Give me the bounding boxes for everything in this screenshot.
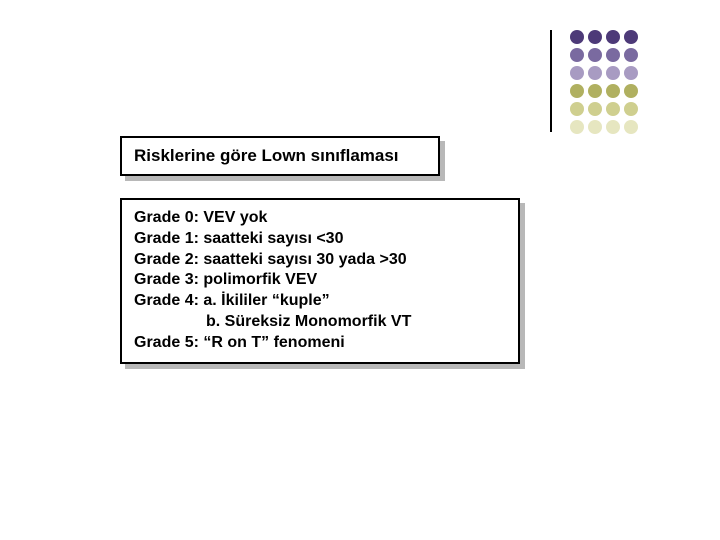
decor-dot (570, 30, 584, 44)
grade-line: Grade 0: VEV yok (134, 208, 506, 229)
decor-dot (588, 66, 602, 80)
title-box: Risklerine göre Lown sınıflaması (120, 136, 440, 176)
vertical-line (550, 30, 552, 132)
decor-dot (570, 120, 584, 134)
decor-dot (624, 84, 638, 98)
decor-dot (588, 120, 602, 134)
grade-line: b. Süreksiz Monomorfik VT (134, 312, 506, 333)
decor-dot (624, 120, 638, 134)
decor-dot (606, 84, 620, 98)
title-text: Risklerine göre Lown sınıflaması (134, 146, 399, 165)
decor-dot (570, 102, 584, 116)
decor-dot (624, 48, 638, 62)
decor-dot (588, 102, 602, 116)
decor-dot (588, 30, 602, 44)
grade-line: Grade 3: polimorfik VEV (134, 270, 506, 291)
grade-line: Grade 4: a. İkililer “kuple” (134, 291, 506, 312)
decor-dot (606, 102, 620, 116)
decor-dot (570, 48, 584, 62)
content-box: Grade 0: VEV yokGrade 1: saatteki sayısı… (120, 198, 520, 364)
grade-line: Grade 2: saatteki sayısı 30 yada >30 (134, 250, 506, 271)
decor-dot (570, 84, 584, 98)
grade-line: Grade 5: “R on T” fenomeni (134, 333, 506, 354)
decor-dot (624, 102, 638, 116)
decor-dot (624, 66, 638, 80)
decor-dot (570, 66, 584, 80)
decor-dot (588, 48, 602, 62)
dot-grid (570, 30, 638, 134)
decor-dot (606, 30, 620, 44)
grade-line: Grade 1: saatteki sayısı <30 (134, 229, 506, 250)
decor-dot (588, 84, 602, 98)
decor-dot (606, 48, 620, 62)
decor-dot (606, 66, 620, 80)
decor-dot (606, 120, 620, 134)
decor-dot (624, 30, 638, 44)
